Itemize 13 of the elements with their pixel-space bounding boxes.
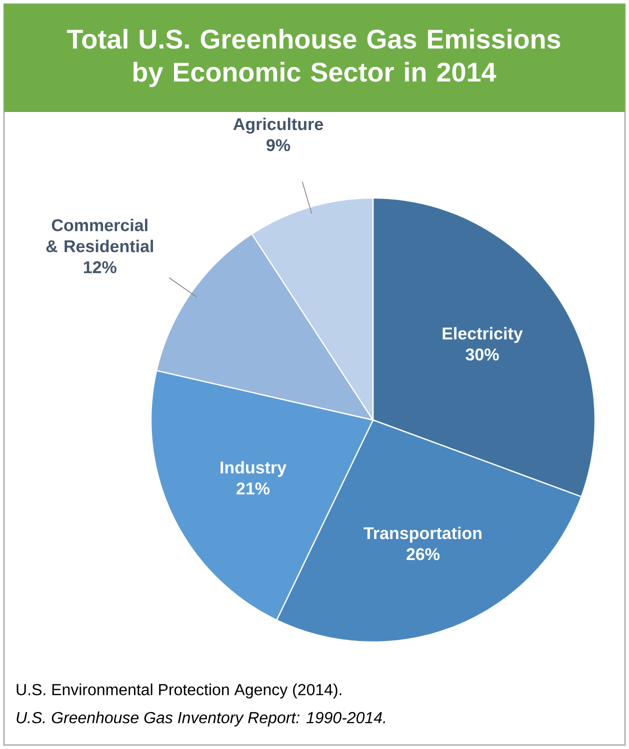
slice-label: Transportation bbox=[364, 526, 482, 543]
data-label: 26% bbox=[406, 548, 440, 560]
slice-label: Commercial & Residential bbox=[46, 218, 153, 252]
data-label: 12% bbox=[84, 261, 116, 274]
text: U.S. Greenhouse Gas Inventory Report: 1990-2014. bbox=[16, 712, 385, 726]
slice-label: Electricity bbox=[442, 327, 523, 343]
data-label: 9% bbox=[266, 139, 290, 152]
text: U.S. Environmental Protection Agency (2014). bbox=[16, 684, 342, 698]
slice-label: Industry bbox=[220, 461, 286, 477]
data-label: 30% bbox=[466, 348, 499, 361]
chart-title: Total U.S. Greenhouse Gas Emissions by Economic Sector in 2014 bbox=[66, 28, 560, 88]
slice-label: Agriculture bbox=[233, 118, 324, 134]
data-label: 21% bbox=[236, 482, 270, 495]
